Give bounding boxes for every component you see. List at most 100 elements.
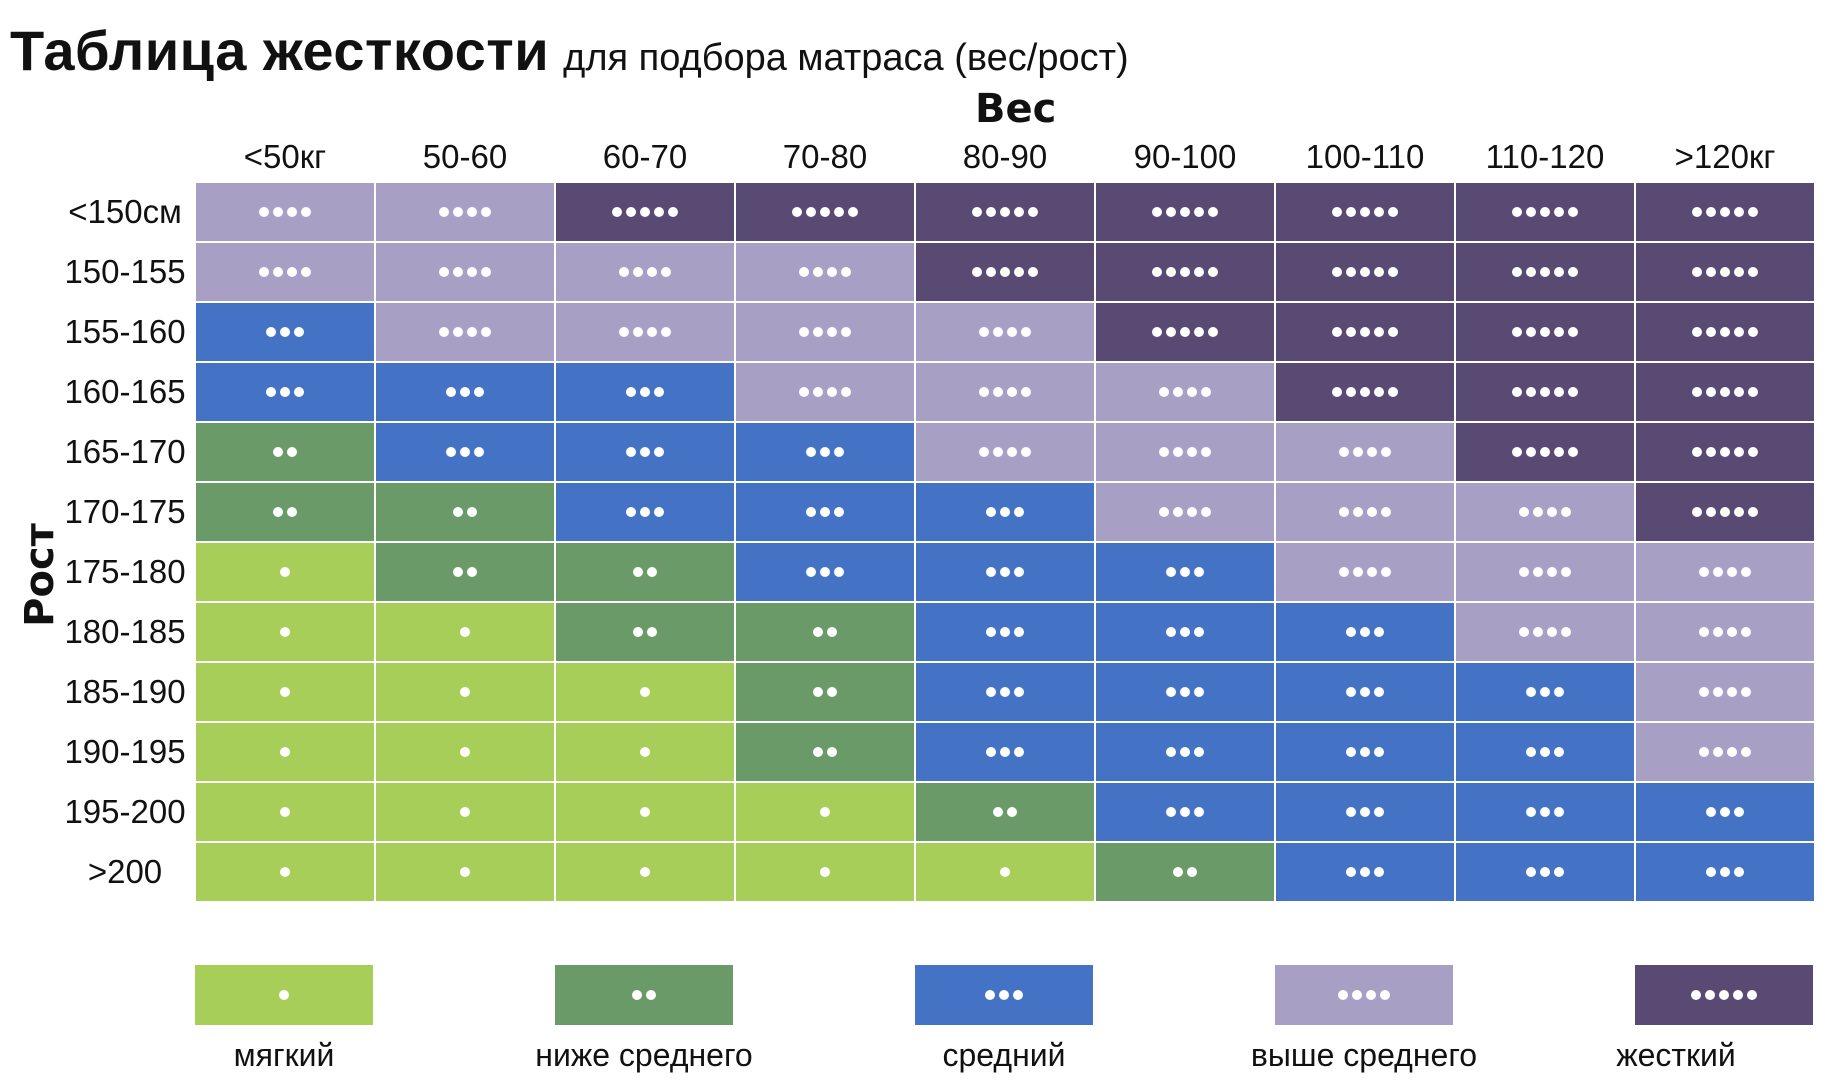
- firmness-dots: [1519, 567, 1571, 577]
- dot: [1748, 507, 1758, 517]
- dot: [1741, 567, 1751, 577]
- firmness-dots: [446, 387, 484, 397]
- dot: [1180, 327, 1190, 337]
- dot: [294, 387, 304, 397]
- dot: [979, 327, 989, 337]
- dot: [460, 627, 470, 637]
- dot: [1367, 507, 1377, 517]
- heatmap-cell: [196, 303, 374, 361]
- heatmap-cell: [376, 483, 554, 541]
- dot: [1374, 867, 1384, 877]
- dot: [1187, 447, 1197, 457]
- dot: [439, 207, 449, 217]
- dot: [1568, 327, 1578, 337]
- dot: [834, 567, 844, 577]
- dot: [1360, 867, 1370, 877]
- firmness-dots: [1339, 447, 1391, 457]
- dot: [1388, 207, 1398, 217]
- dot: [1748, 267, 1758, 277]
- firmness-dots: [1339, 507, 1391, 517]
- heatmap-cell: [1276, 483, 1454, 541]
- dot: [1159, 447, 1169, 457]
- dot: [287, 207, 297, 217]
- dot: [1159, 507, 1169, 517]
- firmness-dots: [453, 567, 477, 577]
- dot: [972, 207, 982, 217]
- dot: [1166, 627, 1176, 637]
- dot: [1734, 207, 1744, 217]
- firmness-dots: [799, 267, 851, 277]
- heatmap-cell: [1456, 243, 1634, 301]
- heatmap-cell: [736, 483, 914, 541]
- dot: [633, 267, 643, 277]
- dot: [834, 207, 844, 217]
- dot: [1720, 867, 1730, 877]
- dot: [1692, 267, 1702, 277]
- firmness-dots: [986, 687, 1024, 697]
- dot: [1519, 627, 1529, 637]
- dot: [1540, 807, 1550, 817]
- dot: [1166, 327, 1176, 337]
- dot: [266, 327, 276, 337]
- dot: [626, 507, 636, 517]
- dot: [1734, 447, 1744, 457]
- dot: [273, 507, 283, 517]
- firmness-dots: [1159, 387, 1211, 397]
- dot: [813, 327, 823, 337]
- dot: [481, 327, 491, 337]
- heatmap-cell: [1636, 483, 1814, 541]
- chart-title: Таблица жесткости для подбора матраса (ве…: [10, 18, 1129, 83]
- dot: [979, 447, 989, 457]
- dot: [1007, 327, 1017, 337]
- dot: [1346, 327, 1356, 337]
- dot: [1014, 627, 1024, 637]
- dot: [1547, 507, 1557, 517]
- chart-title-main: Таблица жесткости: [10, 19, 550, 82]
- firmness-dots: [1332, 267, 1398, 277]
- dot: [1360, 687, 1370, 697]
- firmness-dots: [626, 507, 664, 517]
- dot: [986, 747, 996, 757]
- dot: [1380, 990, 1390, 1000]
- firmness-dots: [1692, 447, 1758, 457]
- dot: [460, 687, 470, 697]
- dot: [986, 687, 996, 697]
- dot: [1166, 207, 1176, 217]
- dot: [460, 867, 470, 877]
- dot: [1194, 687, 1204, 697]
- dot: [799, 267, 809, 277]
- firmness-dots: [259, 207, 311, 217]
- dot: [848, 207, 858, 217]
- firmness-dots: [273, 447, 297, 457]
- dot: [1734, 807, 1744, 817]
- dot: [1748, 327, 1758, 337]
- dot: [1332, 207, 1342, 217]
- heatmap-cell: [556, 363, 734, 421]
- heatmap-cell: [196, 843, 374, 901]
- legend-swatch: [195, 965, 373, 1025]
- heatmap-cell: [916, 843, 1094, 901]
- dot: [979, 387, 989, 397]
- heatmap-cell: [736, 783, 914, 841]
- heatmap-cell: [376, 423, 554, 481]
- firmness-dots: [1339, 567, 1391, 577]
- x-tick-label: <50кг: [243, 138, 327, 175]
- heatmap-cell: [1276, 543, 1454, 601]
- heatmap-cell: [196, 603, 374, 661]
- dot: [806, 207, 816, 217]
- dot: [1208, 207, 1218, 217]
- firmness-dots: [460, 867, 470, 877]
- dot: [1180, 627, 1190, 637]
- dot: [1208, 267, 1218, 277]
- dot: [467, 207, 477, 217]
- dot: [467, 327, 477, 337]
- dot: [1540, 327, 1550, 337]
- dot: [986, 627, 996, 637]
- dot: [259, 207, 269, 217]
- firmness-dots: [1526, 807, 1564, 817]
- dot: [1339, 567, 1349, 577]
- heatmap-cell: [556, 723, 734, 781]
- firmness-dots: [985, 990, 1023, 1000]
- dot: [841, 267, 851, 277]
- dot: [612, 207, 622, 217]
